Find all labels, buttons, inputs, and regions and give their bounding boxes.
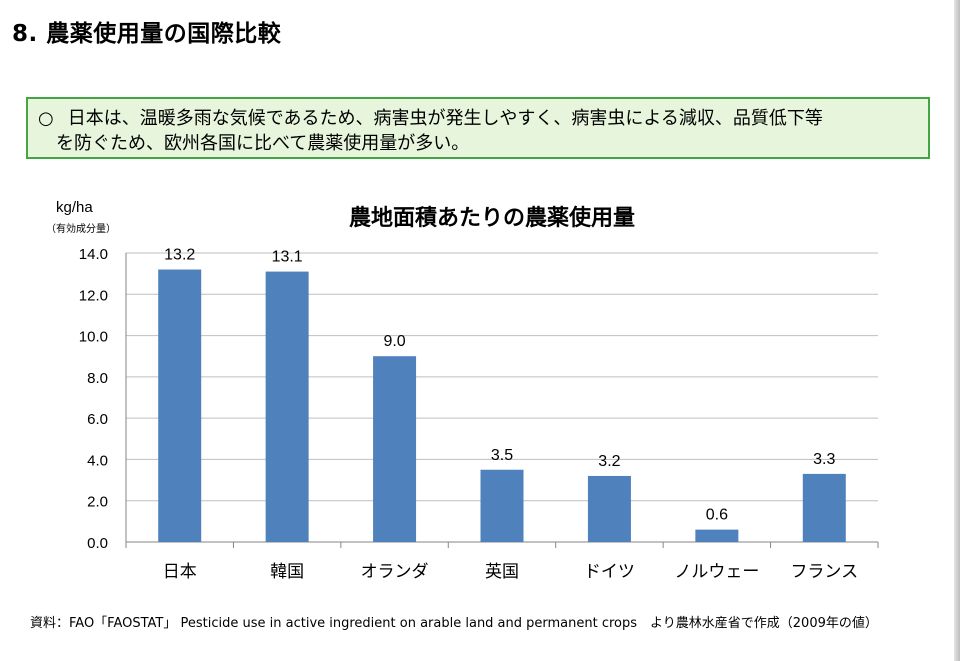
y-tick-label: 2.0 xyxy=(87,494,108,511)
window-edge xyxy=(954,0,960,661)
summary-note-text-1: 日本は、温暖多雨な気候であるため、病害虫が発生しやすく、病害虫による減収、品質低… xyxy=(67,108,823,129)
y-tick-label: 10.0 xyxy=(79,329,108,346)
circle-bullet-icon: ○ xyxy=(38,108,54,129)
x-tick-label: 英国 xyxy=(485,562,519,582)
x-tick-label: オランダ xyxy=(361,562,429,582)
y-tick-label: 12.0 xyxy=(79,287,108,304)
data-label: 3.2 xyxy=(598,453,620,470)
x-tick-label: ドイツ xyxy=(584,562,635,582)
source-note: 資料：FAO「FAOSTAT」 Pesticide use in active … xyxy=(30,616,878,631)
y-tick-label: 4.0 xyxy=(87,452,108,469)
data-label: 13.2 xyxy=(164,247,195,264)
bar xyxy=(158,269,202,542)
data-label: 0.6 xyxy=(706,507,728,524)
bar xyxy=(802,473,846,542)
summary-note-text-2: を防ぐため、欧州各国に比べて農薬使用量が多い。 xyxy=(56,133,470,154)
data-label: 3.5 xyxy=(491,447,513,464)
x-tick-label: 韓国 xyxy=(270,562,304,582)
x-tick-label: フランス xyxy=(790,562,858,582)
chart-title: 農地面積あたりの農薬使用量 xyxy=(348,206,635,231)
y-tick-label: 8.0 xyxy=(87,370,108,387)
y-axis-unit-label: kg/ha xyxy=(56,199,93,216)
bar xyxy=(265,271,309,542)
x-tick-label: 日本 xyxy=(163,562,197,582)
data-label: 13.1 xyxy=(272,249,303,266)
bar xyxy=(695,529,739,542)
y-axis-unit-note: （有効成分量） xyxy=(46,224,116,235)
bar xyxy=(373,356,417,542)
bar xyxy=(480,469,524,542)
summary-note-line-1: ○ 日本は、温暖多雨な気候であるため、病害虫が発生しやすく、病害虫による減収、品質… xyxy=(38,106,918,131)
y-tick-label: 14.0 xyxy=(79,246,108,263)
bar xyxy=(587,475,631,542)
data-label: 9.0 xyxy=(383,333,405,350)
x-tick-label: ノルウェー xyxy=(674,562,759,582)
y-tick-label: 0.0 xyxy=(87,535,108,552)
page-title: 8. 農薬使用量の国際比較 xyxy=(12,21,282,47)
summary-note-box: ○ 日本は、温暖多雨な気候であるため、病害虫が発生しやすく、病害虫による減収、品質… xyxy=(26,97,930,159)
data-label: 3.3 xyxy=(813,451,835,468)
y-tick-label: 6.0 xyxy=(87,411,108,428)
